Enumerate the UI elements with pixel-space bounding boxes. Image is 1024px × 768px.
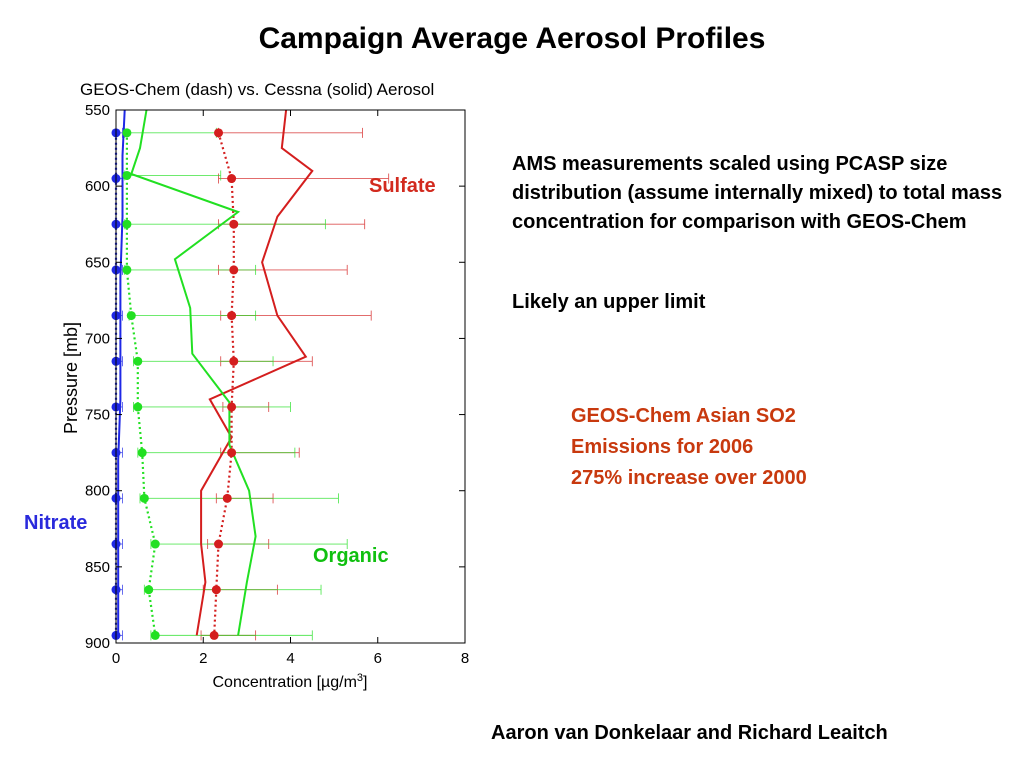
emissions-line-2: Emissions for 2006 bbox=[571, 436, 754, 458]
organic-label: Organic bbox=[313, 545, 389, 567]
organic-data-point bbox=[137, 448, 147, 458]
y-axis-label: Pressure [mb] bbox=[61, 322, 81, 434]
organic-data-point bbox=[133, 356, 143, 366]
sulfate-data-point bbox=[229, 265, 239, 275]
organic-error-bar bbox=[124, 170, 222, 181]
sulfate-label: Sulfate bbox=[369, 175, 436, 197]
x-tick-label: 2 bbox=[199, 650, 207, 667]
y-tick-label: 650 bbox=[85, 254, 110, 271]
organic-data-point bbox=[150, 630, 160, 640]
sulfate-data-point bbox=[227, 402, 237, 412]
organic-cessna-line bbox=[130, 109, 257, 636]
x-tick-label: 0 bbox=[112, 650, 120, 667]
y-tick-label: 600 bbox=[85, 178, 110, 195]
organic-geos-chem-line bbox=[125, 132, 157, 636]
x-tick-label: 6 bbox=[374, 650, 382, 667]
organic-error-bar bbox=[137, 447, 296, 458]
sulfate-cessna-line bbox=[195, 109, 314, 636]
emissions-line-3: 275% increase over 2000 bbox=[571, 467, 807, 489]
organic-error-bar bbox=[139, 493, 339, 504]
ams-scaling-note: AMS measurements scaled using PCASP size… bbox=[512, 153, 1003, 233]
upper-limit-note: Likely an upper limit bbox=[512, 291, 706, 313]
slide-title: Campaign Average Aerosol Profiles bbox=[258, 22, 766, 55]
organic-error-bar bbox=[128, 310, 257, 321]
sulfate-error-bar bbox=[218, 127, 363, 138]
organic-data-point bbox=[133, 402, 143, 412]
organic-data-point bbox=[139, 493, 149, 503]
nitrate-label: Nitrate bbox=[24, 512, 88, 534]
sulfate-data-point bbox=[227, 448, 237, 458]
emissions-line-1: GEOS-Chem Asian SO2 bbox=[571, 405, 796, 427]
sulfate-data-point bbox=[227, 174, 237, 184]
organic-data-point bbox=[122, 265, 132, 275]
sulfate-data-point bbox=[214, 539, 224, 549]
y-tick-label: 900 bbox=[85, 635, 110, 652]
x-tick-label: 8 bbox=[461, 650, 469, 667]
organic-error-bar bbox=[143, 584, 322, 595]
sulfate-data-point bbox=[229, 356, 239, 366]
y-tick-label: 850 bbox=[85, 559, 110, 576]
organic-data-point bbox=[150, 539, 160, 549]
sulfate-data-point bbox=[222, 493, 232, 503]
organic-data-point bbox=[122, 128, 132, 138]
nitrate-cessna-line bbox=[117, 109, 126, 636]
axes: 0 2 4 6 8 550 600 650 700 750 800 850 900 bbox=[85, 102, 469, 667]
organic-error-bar bbox=[150, 630, 313, 641]
organic-error-bar bbox=[124, 127, 217, 138]
sulfate-geos-chem-line bbox=[213, 132, 235, 636]
sulfate-data-point bbox=[211, 585, 221, 595]
sulfate-data-point bbox=[229, 219, 239, 229]
y-tick-label: 750 bbox=[85, 407, 110, 424]
organic-error-bar bbox=[132, 356, 274, 367]
sulfate-data-point bbox=[227, 311, 237, 321]
emissions-note: GEOS-Chem Asian SO2 Emissions for 2006 2… bbox=[571, 401, 807, 494]
x-axis-label: Concentration [µg/m3] bbox=[213, 672, 368, 691]
author-credit: Aaron van Donkelaar and Richard Leaitch bbox=[491, 722, 888, 744]
organic-data-point bbox=[122, 219, 132, 229]
sulfate-data-point bbox=[214, 128, 224, 138]
y-tick-label: 550 bbox=[85, 102, 110, 119]
x-tick-label: 4 bbox=[286, 650, 294, 667]
organic-data-point bbox=[144, 585, 154, 595]
y-tick-label: 700 bbox=[85, 330, 110, 347]
chart-title: GEOS-Chem (dash) vs. Cessna (solid) Aero… bbox=[80, 80, 434, 99]
sulfate-data-point bbox=[209, 630, 219, 640]
organic-data-point bbox=[122, 170, 132, 180]
y-tick-label: 800 bbox=[85, 483, 110, 500]
organic-data-point bbox=[126, 311, 136, 321]
aerosol-profile-chart: GEOS-Chem (dash) vs. Cessna (solid) Aero… bbox=[61, 80, 469, 691]
